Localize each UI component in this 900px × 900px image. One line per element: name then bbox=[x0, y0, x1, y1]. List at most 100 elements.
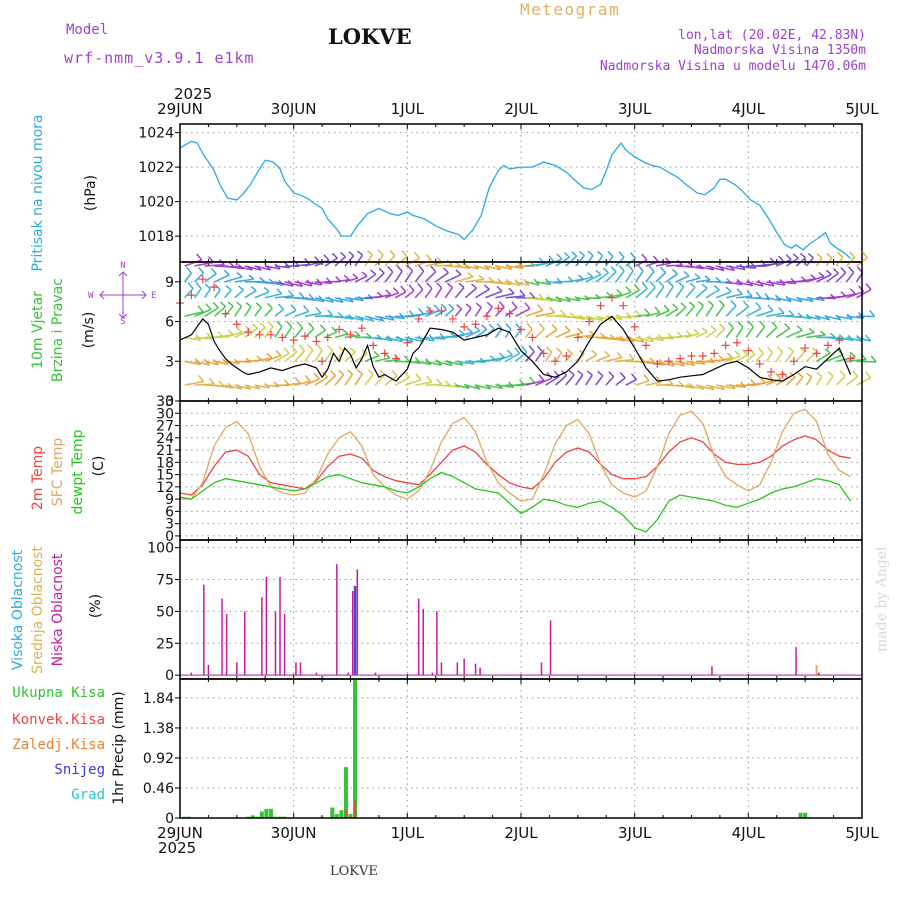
gust-marker bbox=[801, 344, 810, 353]
wind-barb bbox=[193, 288, 202, 299]
temp-axis-label-dew: dewpt Temp bbox=[70, 429, 86, 514]
wind-barb-tick bbox=[848, 266, 855, 273]
wind-barb-tick bbox=[628, 353, 635, 361]
wind-barb-tick bbox=[259, 322, 266, 328]
wind-barb-tick bbox=[796, 325, 803, 331]
wind-barb bbox=[264, 326, 274, 338]
wind-barb bbox=[535, 377, 553, 386]
gust-marker bbox=[505, 309, 514, 318]
wind-barb-tick bbox=[825, 269, 832, 276]
gust-marker bbox=[823, 341, 832, 350]
wind-barb bbox=[364, 315, 384, 322]
wind-barb-tick bbox=[442, 267, 449, 274]
panel-clouds: 0 25 50 75 100 bbox=[147, 540, 863, 684]
wind-barb bbox=[415, 360, 432, 366]
wind-barb-tick bbox=[352, 273, 359, 279]
wind-barb-tick bbox=[401, 250, 408, 258]
wind-barb-tick bbox=[865, 283, 872, 291]
wind-barb-tick bbox=[608, 371, 615, 378]
wind-barb-tick bbox=[688, 301, 695, 307]
wind-barb bbox=[635, 336, 654, 343]
wind-barb bbox=[585, 374, 593, 386]
wind-barb bbox=[455, 265, 470, 269]
precip-legend-2: Zaledj.Kisa bbox=[12, 737, 105, 753]
station-title: LOKVE bbox=[328, 24, 412, 49]
wind-barb-tick bbox=[771, 321, 778, 328]
wind-barb-tick bbox=[577, 274, 584, 280]
wind-barb-tick bbox=[400, 285, 407, 293]
wind-barb-tick bbox=[521, 345, 528, 353]
wind-barb bbox=[404, 290, 415, 299]
wind-barb-tick bbox=[198, 266, 205, 274]
wind-barb-tick bbox=[747, 320, 754, 328]
wind-barb bbox=[525, 309, 543, 318]
wind-barb bbox=[183, 272, 193, 283]
wind-barb-tick bbox=[852, 370, 859, 378]
x-day-label-bottom: 30JUN bbox=[271, 824, 317, 842]
wind-barb bbox=[504, 328, 512, 338]
wind-barb-tick bbox=[568, 370, 575, 376]
wind-barb bbox=[334, 296, 354, 303]
wind-barb-tick bbox=[827, 371, 834, 377]
wind-barb-tick bbox=[347, 369, 353, 375]
wind-barb bbox=[846, 358, 867, 363]
gust-marker bbox=[721, 341, 730, 350]
wind-barb-tick bbox=[392, 287, 399, 294]
wind-barb-tick bbox=[644, 308, 651, 316]
wind-barb bbox=[194, 383, 215, 386]
wind-barb-tick bbox=[283, 347, 290, 354]
wind-barb bbox=[405, 336, 424, 343]
wind-barb-tick bbox=[313, 372, 320, 380]
wind-barb bbox=[184, 310, 204, 318]
gust-marker bbox=[732, 338, 741, 347]
wind-barb-tick bbox=[849, 351, 856, 358]
wind-barb-tick bbox=[430, 265, 437, 273]
model-altitude-label: Nadmorska Visina u modelu 1470.06m bbox=[600, 59, 866, 74]
panel-pressure: 1018 1020 1022 1024 bbox=[138, 124, 863, 262]
wind-barb bbox=[234, 289, 244, 299]
wind-barb-tick bbox=[326, 345, 333, 351]
wind-barb-tick bbox=[519, 289, 526, 297]
y-tick-label: 33 bbox=[156, 394, 174, 410]
wind-barb bbox=[545, 329, 558, 339]
wind-barb-tick bbox=[616, 289, 623, 296]
wind-barb bbox=[565, 296, 581, 302]
gust-marker bbox=[710, 349, 719, 358]
wind-barb bbox=[725, 293, 743, 299]
gust-marker bbox=[494, 304, 503, 313]
wind-barb bbox=[796, 331, 815, 339]
precip-unit-label: 1hr Precip (mm) bbox=[111, 691, 127, 804]
pressure-line bbox=[179, 140, 852, 259]
wind-barb-tick bbox=[637, 264, 644, 272]
wind-barb bbox=[655, 286, 665, 299]
wind-barb-tick bbox=[276, 320, 283, 328]
wind-barb bbox=[826, 315, 841, 321]
wind-barb bbox=[385, 359, 400, 363]
wind-barb-tick bbox=[440, 303, 447, 310]
wind-barb bbox=[715, 357, 733, 363]
gust-marker bbox=[846, 354, 855, 363]
wind-barb-tick bbox=[767, 304, 774, 312]
wind-barb-tick bbox=[689, 282, 696, 288]
wind-barb bbox=[334, 333, 348, 339]
wind-barb-tick bbox=[865, 334, 872, 342]
wind-barb bbox=[555, 374, 568, 386]
wind-barb bbox=[404, 379, 422, 386]
wind-barb-tick bbox=[591, 350, 598, 356]
wind-barb-tick bbox=[671, 268, 678, 275]
panels: 1018 1020 1022 1024 Pritisak na nivou mora (h… bbox=[10, 100, 879, 842]
wind-barb-tick bbox=[749, 347, 756, 355]
wind-barb bbox=[475, 265, 490, 271]
y-tick-label: 0 bbox=[165, 811, 174, 827]
wind-barb-tick bbox=[769, 257, 776, 265]
gust-marker bbox=[437, 306, 446, 315]
wind-barb bbox=[605, 336, 626, 342]
wind-barb bbox=[334, 315, 354, 320]
wind-barb bbox=[264, 281, 284, 287]
wind-barb-tick bbox=[710, 325, 717, 331]
wind-barb bbox=[665, 273, 678, 283]
wind-barb bbox=[304, 296, 325, 303]
wind-barb-tick bbox=[849, 251, 856, 258]
y-tick-label: 1022 bbox=[138, 160, 174, 176]
wind-barb-tick bbox=[737, 321, 744, 328]
